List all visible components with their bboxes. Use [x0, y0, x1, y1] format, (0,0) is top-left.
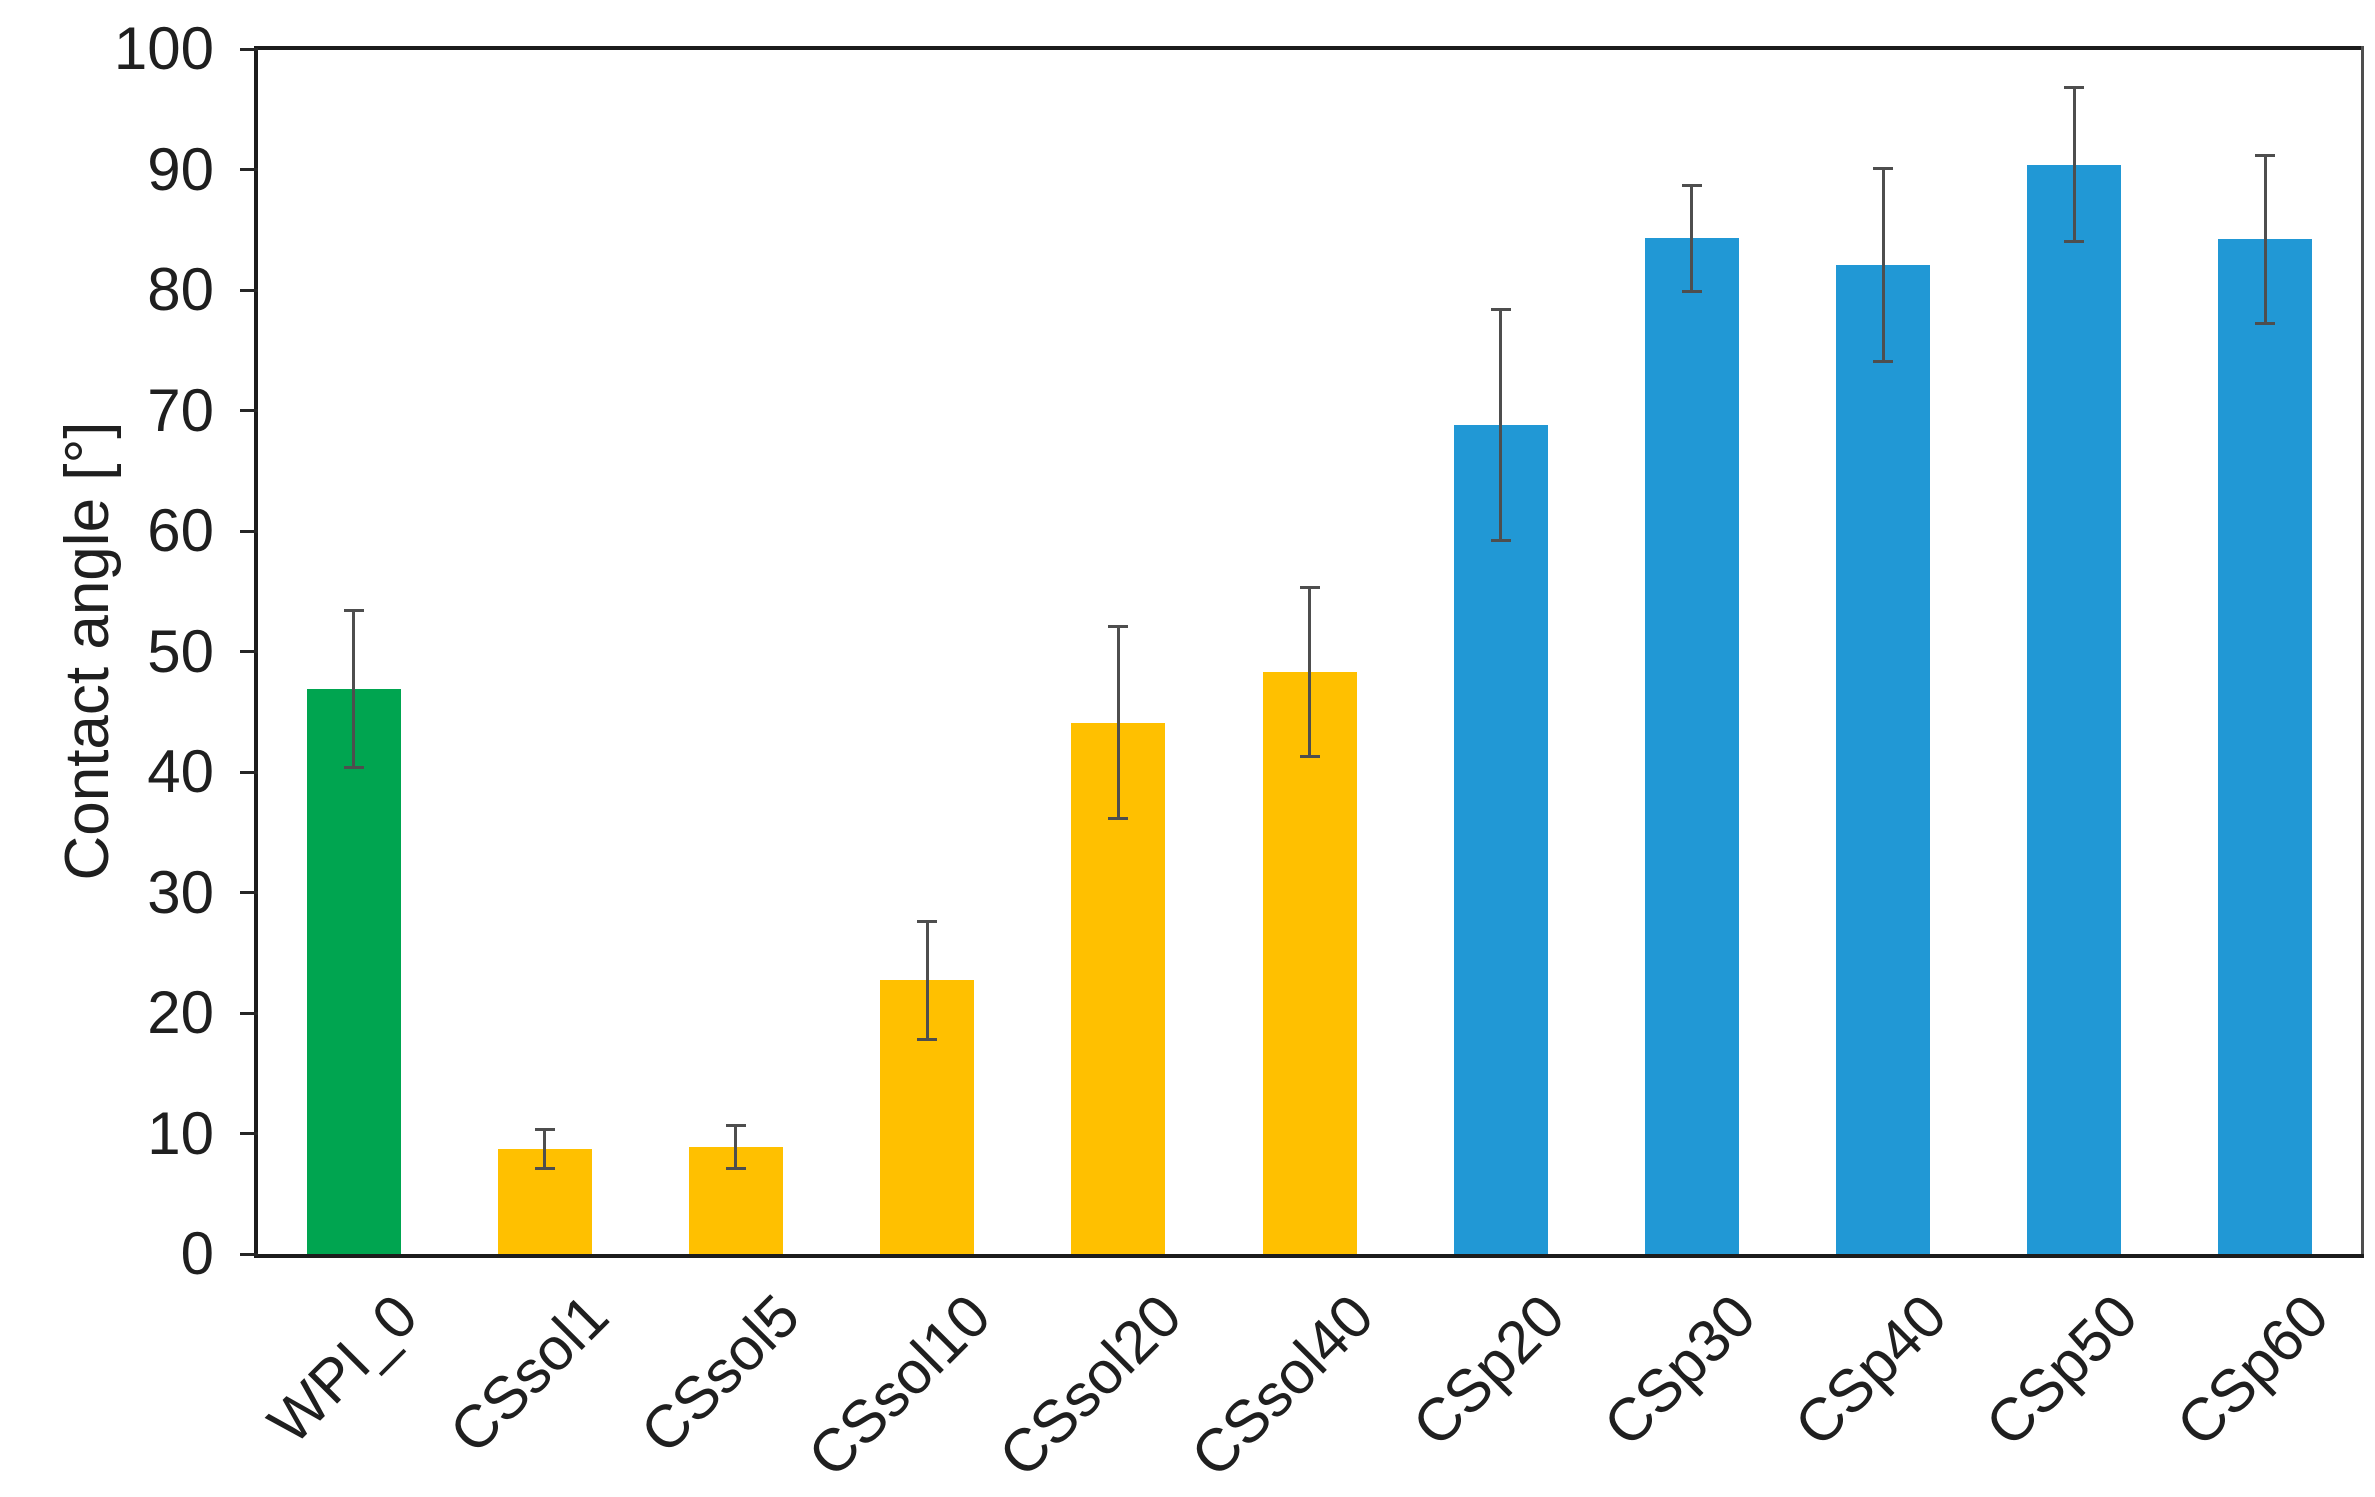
error-bar — [1308, 587, 1311, 757]
error-bar-cap — [1299, 586, 1320, 590]
error-bar — [1116, 626, 1120, 819]
error-bar-cap — [1108, 624, 1129, 628]
y-tick-mark — [240, 409, 258, 412]
error-bar-cap — [917, 919, 938, 923]
error-bar-cap — [1108, 817, 1129, 821]
y-tick-label: 70 — [147, 376, 214, 444]
y-tick-label: 90 — [147, 135, 214, 203]
error-bar — [352, 610, 356, 768]
y-tick-mark — [240, 650, 258, 653]
y-tick-label: 50 — [147, 617, 214, 685]
error-bar-cap — [917, 1038, 938, 1041]
error-bar-cap — [343, 609, 364, 613]
error-bar-cap — [2064, 240, 2085, 244]
y-tick-label: 30 — [147, 858, 214, 926]
error-bar — [1881, 168, 1885, 362]
error-bar — [1690, 185, 1694, 292]
error-bar — [2072, 87, 2076, 242]
y-tick-mark — [240, 1252, 258, 1256]
y-tick-label: 60 — [147, 497, 214, 564]
error-bar-cap — [343, 765, 364, 769]
bar — [306, 688, 401, 1254]
y-tick-label: 40 — [147, 738, 214, 805]
error-bar-cap — [1873, 166, 1894, 170]
x-axis-line — [254, 1254, 2364, 1258]
error-bar-cap — [1681, 289, 1702, 293]
bar — [1836, 264, 1931, 1254]
y-tick-mark — [240, 529, 258, 533]
plot-border-right — [2361, 46, 2364, 1258]
y-tick-mark — [240, 168, 258, 171]
y-tick-mark — [240, 1132, 258, 1135]
bar — [1262, 671, 1357, 1254]
error-bar-cap — [1873, 359, 1894, 363]
y-tick-label: 100 — [113, 15, 214, 82]
error-bar — [734, 1125, 738, 1169]
y-tick-mark — [240, 1011, 258, 1015]
y-tick-label: 20 — [147, 979, 214, 1046]
y-tick-mark — [240, 770, 258, 774]
error-bar — [2263, 155, 2267, 324]
y-tick-mark — [240, 288, 258, 292]
error-bar-cap — [1681, 183, 1702, 187]
x-tick-label: WPI_0 — [254, 1281, 430, 1457]
bar — [1453, 424, 1548, 1254]
bar — [1644, 238, 1739, 1254]
y-tick-label: 10 — [147, 1099, 214, 1167]
error-bar — [543, 1129, 547, 1169]
error-bar-cap — [1490, 539, 1511, 543]
error-bar — [1499, 309, 1503, 541]
error-bar-cap — [1299, 754, 1320, 758]
bar — [2027, 164, 2122, 1254]
y-tick-mark — [240, 47, 258, 51]
error-bar-cap — [725, 1123, 746, 1127]
error-bar-cap — [2064, 86, 2085, 90]
error-bar-cap — [2255, 322, 2276, 326]
error-bar-cap — [725, 1166, 746, 1170]
error-bar-cap — [1490, 307, 1511, 311]
error-bar-cap — [534, 1128, 555, 1132]
y-tick-label: 80 — [147, 256, 214, 323]
bar — [2218, 239, 2313, 1254]
plot-border-top — [254, 46, 2364, 50]
y-tick-label: 0 — [180, 1220, 214, 1287]
error-bar-cap — [534, 1166, 555, 1170]
error-bar — [925, 921, 929, 1040]
y-tick-mark — [240, 891, 258, 894]
error-bar-cap — [2255, 153, 2276, 157]
